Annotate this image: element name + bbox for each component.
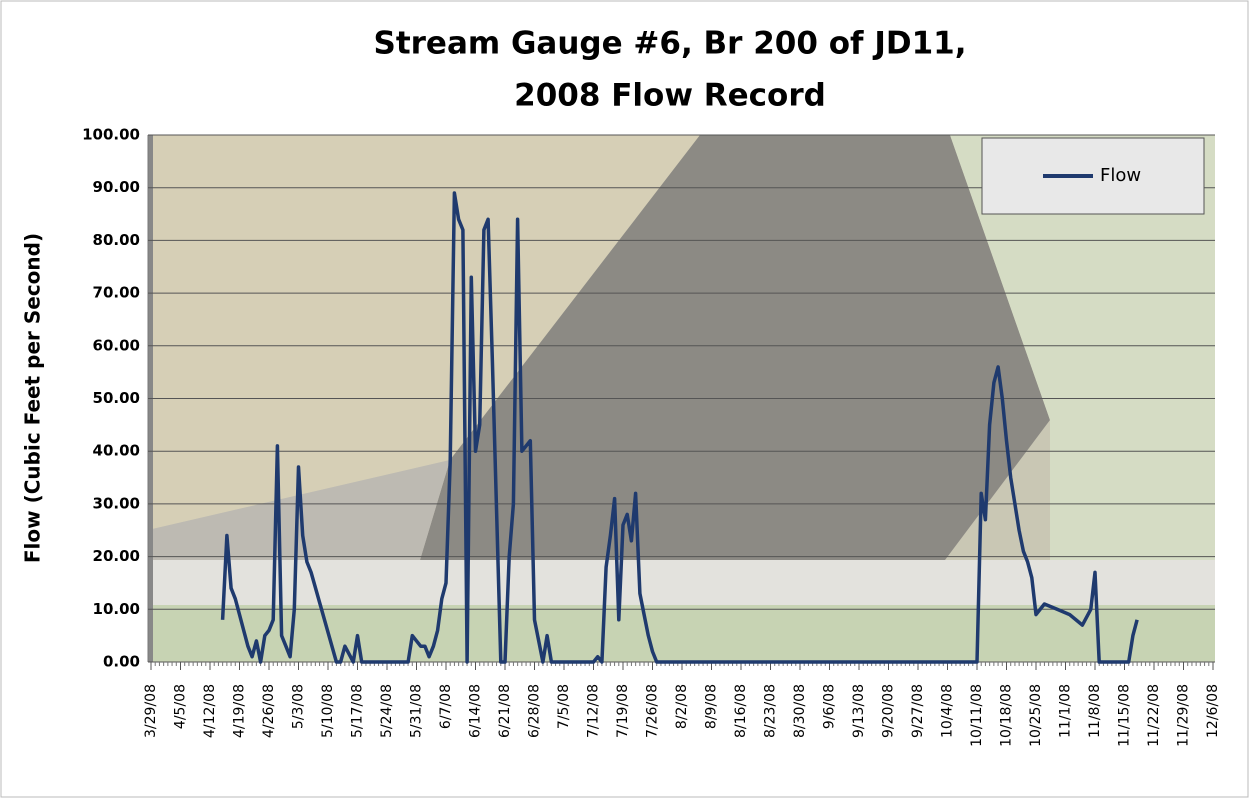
x-tick-label: 8/9/08 (704, 684, 720, 729)
x-tick-label: 10/25/08 (1028, 684, 1044, 747)
x-tick-label: 7/12/08 (586, 684, 602, 738)
x-tick-label: 8/23/08 (763, 684, 779, 738)
x-tick-label: 10/18/08 (999, 684, 1015, 747)
y-tick-label: 10.00 (93, 600, 140, 618)
x-tick-label: 4/12/08 (202, 684, 218, 738)
y-tick-label: 90.00 (93, 178, 140, 196)
x-tick-label: 10/11/08 (969, 684, 985, 747)
y-tick-label: 100.00 (82, 126, 140, 144)
x-tick-label: 9/6/08 (822, 684, 838, 729)
x-tick-label: 6/7/08 (438, 684, 454, 729)
legend: Flow (981, 137, 1205, 215)
y-tick-label: 50.00 (93, 389, 140, 407)
x-tick-label: 9/27/08 (910, 684, 926, 738)
x-tick-label: 11/1/08 (1058, 684, 1074, 738)
flow-line (220, 191, 1139, 664)
x-tick-label: 4/19/08 (232, 684, 248, 738)
x-tick-label: 3/29/08 (143, 684, 159, 738)
x-tick-label: 11/8/08 (1087, 684, 1103, 738)
y-tick-label: 70.00 (93, 284, 140, 302)
y-tick-label: 40.00 (93, 442, 140, 460)
x-tick-label: 11/29/08 (1176, 684, 1192, 747)
x-tick-label: 6/21/08 (497, 684, 513, 738)
y-tick-label: 30.00 (93, 494, 140, 512)
x-tick-label: 6/28/08 (527, 684, 543, 738)
x-tick-label: 7/19/08 (615, 684, 631, 738)
legend-label: Flow (1100, 165, 1141, 186)
x-tick-label: 5/3/08 (291, 684, 307, 729)
x-tick-label: 11/22/08 (1146, 684, 1162, 747)
chart-title: 2008 Flow Record (514, 78, 826, 114)
x-tick-label: 9/13/08 (851, 684, 867, 738)
x-tick-label: 4/5/08 (173, 684, 189, 729)
x-tick-label: 5/17/08 (350, 684, 366, 738)
y-tick-label: 20.00 (93, 547, 140, 565)
x-tick-label: 10/4/08 (940, 684, 956, 738)
y-tick-label: 60.00 (93, 336, 140, 354)
plot: 0.00 10.00 20.00 30.00 40.00 50.00 60.00 70.00 8… (82, 126, 1221, 747)
x-tick-label: 8/2/08 (674, 684, 690, 729)
x-tick-label: 11/15/08 (1117, 684, 1133, 747)
x-tick-label: 5/31/08 (409, 684, 425, 738)
x-tick-label: 12/6/08 (1205, 684, 1221, 738)
x-tick-label: 6/14/08 (468, 684, 484, 738)
x-tick-label: 4/26/08 (261, 684, 277, 738)
x-tick-label: 8/16/08 (733, 684, 749, 738)
x-tick-label: 5/10/08 (320, 684, 336, 738)
x-tick-label: 7/26/08 (645, 684, 661, 738)
x-tick-label: 7/5/08 (556, 684, 572, 729)
y-tick-label: 0.00 (103, 653, 140, 671)
y-axis-label: Flow (Cubic Feet per Second) (21, 233, 45, 563)
x-tick-label: 5/24/08 (379, 684, 395, 738)
chart-title: Stream Gauge #6, Br 200 of JD11, (374, 26, 967, 62)
x-tick-label: 9/20/08 (881, 684, 897, 738)
x-tick-label: 8/30/08 (792, 684, 808, 738)
y-tick-label: 80.00 (93, 231, 140, 249)
